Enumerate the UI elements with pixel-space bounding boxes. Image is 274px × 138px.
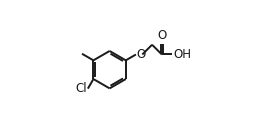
Text: OH: OH [173, 48, 191, 61]
Text: O: O [136, 48, 146, 61]
Text: O: O [157, 29, 167, 42]
Text: Cl: Cl [75, 82, 87, 95]
